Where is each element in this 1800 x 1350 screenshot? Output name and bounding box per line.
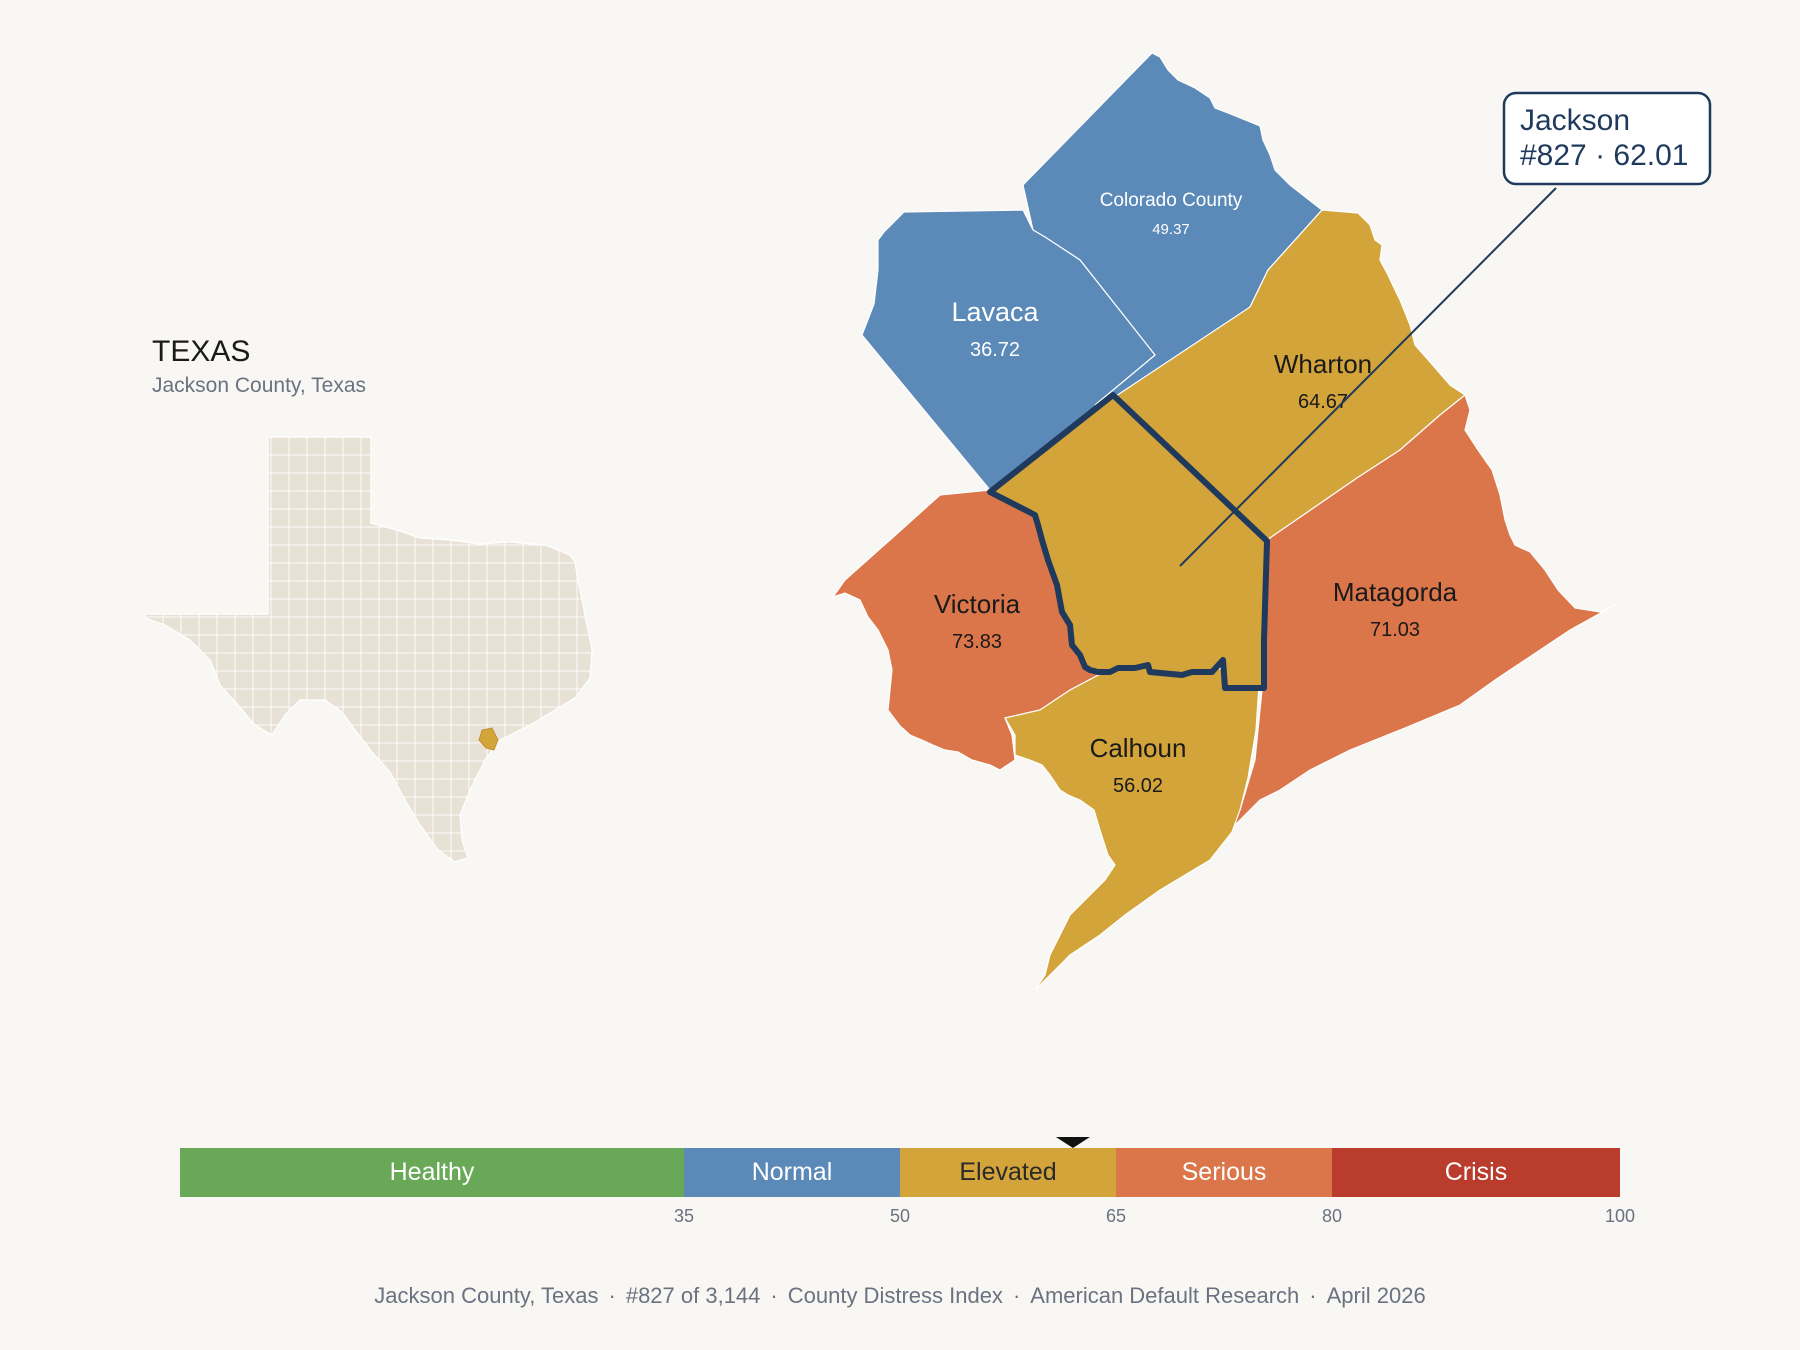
county-value: 73.83: [952, 631, 1002, 653]
legend-band-crisis: [1332, 1148, 1620, 1197]
legend-band-elevated: [900, 1148, 1116, 1197]
county-name: Colorado County: [1100, 190, 1243, 211]
legend-tick-label: 65: [1106, 1206, 1126, 1226]
county-name: Lavaca: [951, 297, 1039, 327]
label-lavaca: Lavaca 36.72: [951, 297, 1039, 361]
legend-value-marker: [1055, 1137, 1090, 1148]
callout-leader-line: [1179, 187, 1557, 567]
county-value: 71.03: [1370, 619, 1420, 641]
legend-band-normal: [684, 1148, 900, 1197]
label-wharton: Wharton 64.67: [1274, 349, 1372, 413]
legend-tick-label: 50: [890, 1206, 910, 1226]
inset-subtitle: Jackson County, Texas: [152, 374, 366, 397]
legend-band-label: Healthy: [390, 1158, 475, 1186]
legend-scale: Healthy Normal Elevated Serious Crisis 35 50 65…: [180, 1137, 1635, 1226]
county-jackson-focus[interactable]: [987, 392, 1270, 691]
focus-callout: Jackson #827 · 62.01: [1502, 91, 1712, 186]
county-map: Colorado County 49.37 Lavaca 36.72 Whart…: [831, 52, 1712, 991]
county-value: 64.67: [1298, 391, 1348, 413]
callout-box: [1502, 91, 1712, 186]
footer-rank: #827 of 3,144: [625, 1283, 761, 1308]
county-name: Victoria: [934, 589, 1021, 619]
label-colorado: Colorado County 49.37: [1100, 190, 1243, 238]
legend-tick-label: 100: [1605, 1206, 1635, 1226]
legend-band-label: Serious: [1182, 1158, 1267, 1186]
callout-rank-value: #827 · 62.01: [1520, 139, 1688, 172]
texas-state-shape: [144, 436, 593, 863]
footer-source: American Default Research: [1030, 1283, 1300, 1308]
legend-band-label: Elevated: [959, 1158, 1056, 1186]
legend-band-healthy: [180, 1148, 684, 1197]
legend-band-serious: [1116, 1148, 1332, 1197]
label-matagorda: Matagorda 71.03: [1333, 577, 1458, 641]
legend-tick-label: 35: [674, 1206, 694, 1226]
county-value: 36.72: [970, 339, 1020, 361]
footer-location: Jackson County, Texas: [374, 1283, 599, 1308]
legend-band-label: Normal: [752, 1158, 833, 1186]
county-calhoun[interactable]: [1004, 666, 1261, 991]
county-name: Matagorda: [1333, 577, 1458, 607]
inset-title: TEXAS: [152, 335, 250, 368]
label-calhoun: Calhoun 56.02: [1090, 733, 1187, 797]
county-name: Calhoun: [1090, 733, 1187, 763]
county-value: 56.02: [1113, 775, 1163, 797]
footer-index-name: County Distress Index: [787, 1283, 1003, 1308]
legend-tick-label: 80: [1322, 1206, 1342, 1226]
callout-county-name: Jackson: [1520, 104, 1630, 137]
footer-date: April 2026: [1326, 1283, 1426, 1308]
county-name: Wharton: [1274, 349, 1372, 379]
label-victoria: Victoria 73.83: [934, 589, 1021, 653]
county-value: 49.37: [1152, 221, 1190, 238]
texas-inset: TEXAS Jackson County, Texas: [144, 335, 593, 863]
footer: Jackson County, Texas · #827 of 3,144 · Coun…: [374, 1283, 1426, 1308]
texas-jackson-highlight: [478, 727, 499, 751]
legend-band-label: Crisis: [1445, 1158, 1508, 1186]
